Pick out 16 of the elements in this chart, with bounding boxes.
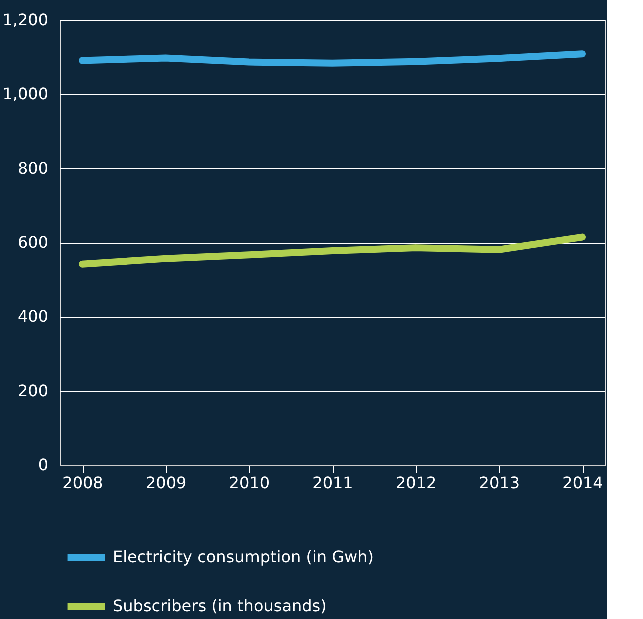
y-tick-label: 200 [18,381,48,400]
x-tick-label: 2014 [562,474,604,492]
y-tick-label: 1,000 [2,84,48,104]
y-tick-label: 800 [18,158,48,178]
y-tick-label: 0 [38,456,48,474]
y-tick-label: 400 [18,307,48,326]
x-tick-label: 2010 [229,474,270,492]
x-tick-label: 2012 [396,474,437,492]
y-tick-label: 600 [18,233,48,252]
x-tick-label: 2009 [146,474,187,492]
legend-label: Subscribers (in thousands) [113,596,327,616]
legend-label: Electricity consumption (in Gwh) [113,548,374,566]
x-tick-label: 2013 [479,474,520,492]
x-tick-label: 2008 [62,474,104,492]
x-tick-label: 2011 [312,474,354,492]
y-tick-label: 1,200 [2,10,48,30]
